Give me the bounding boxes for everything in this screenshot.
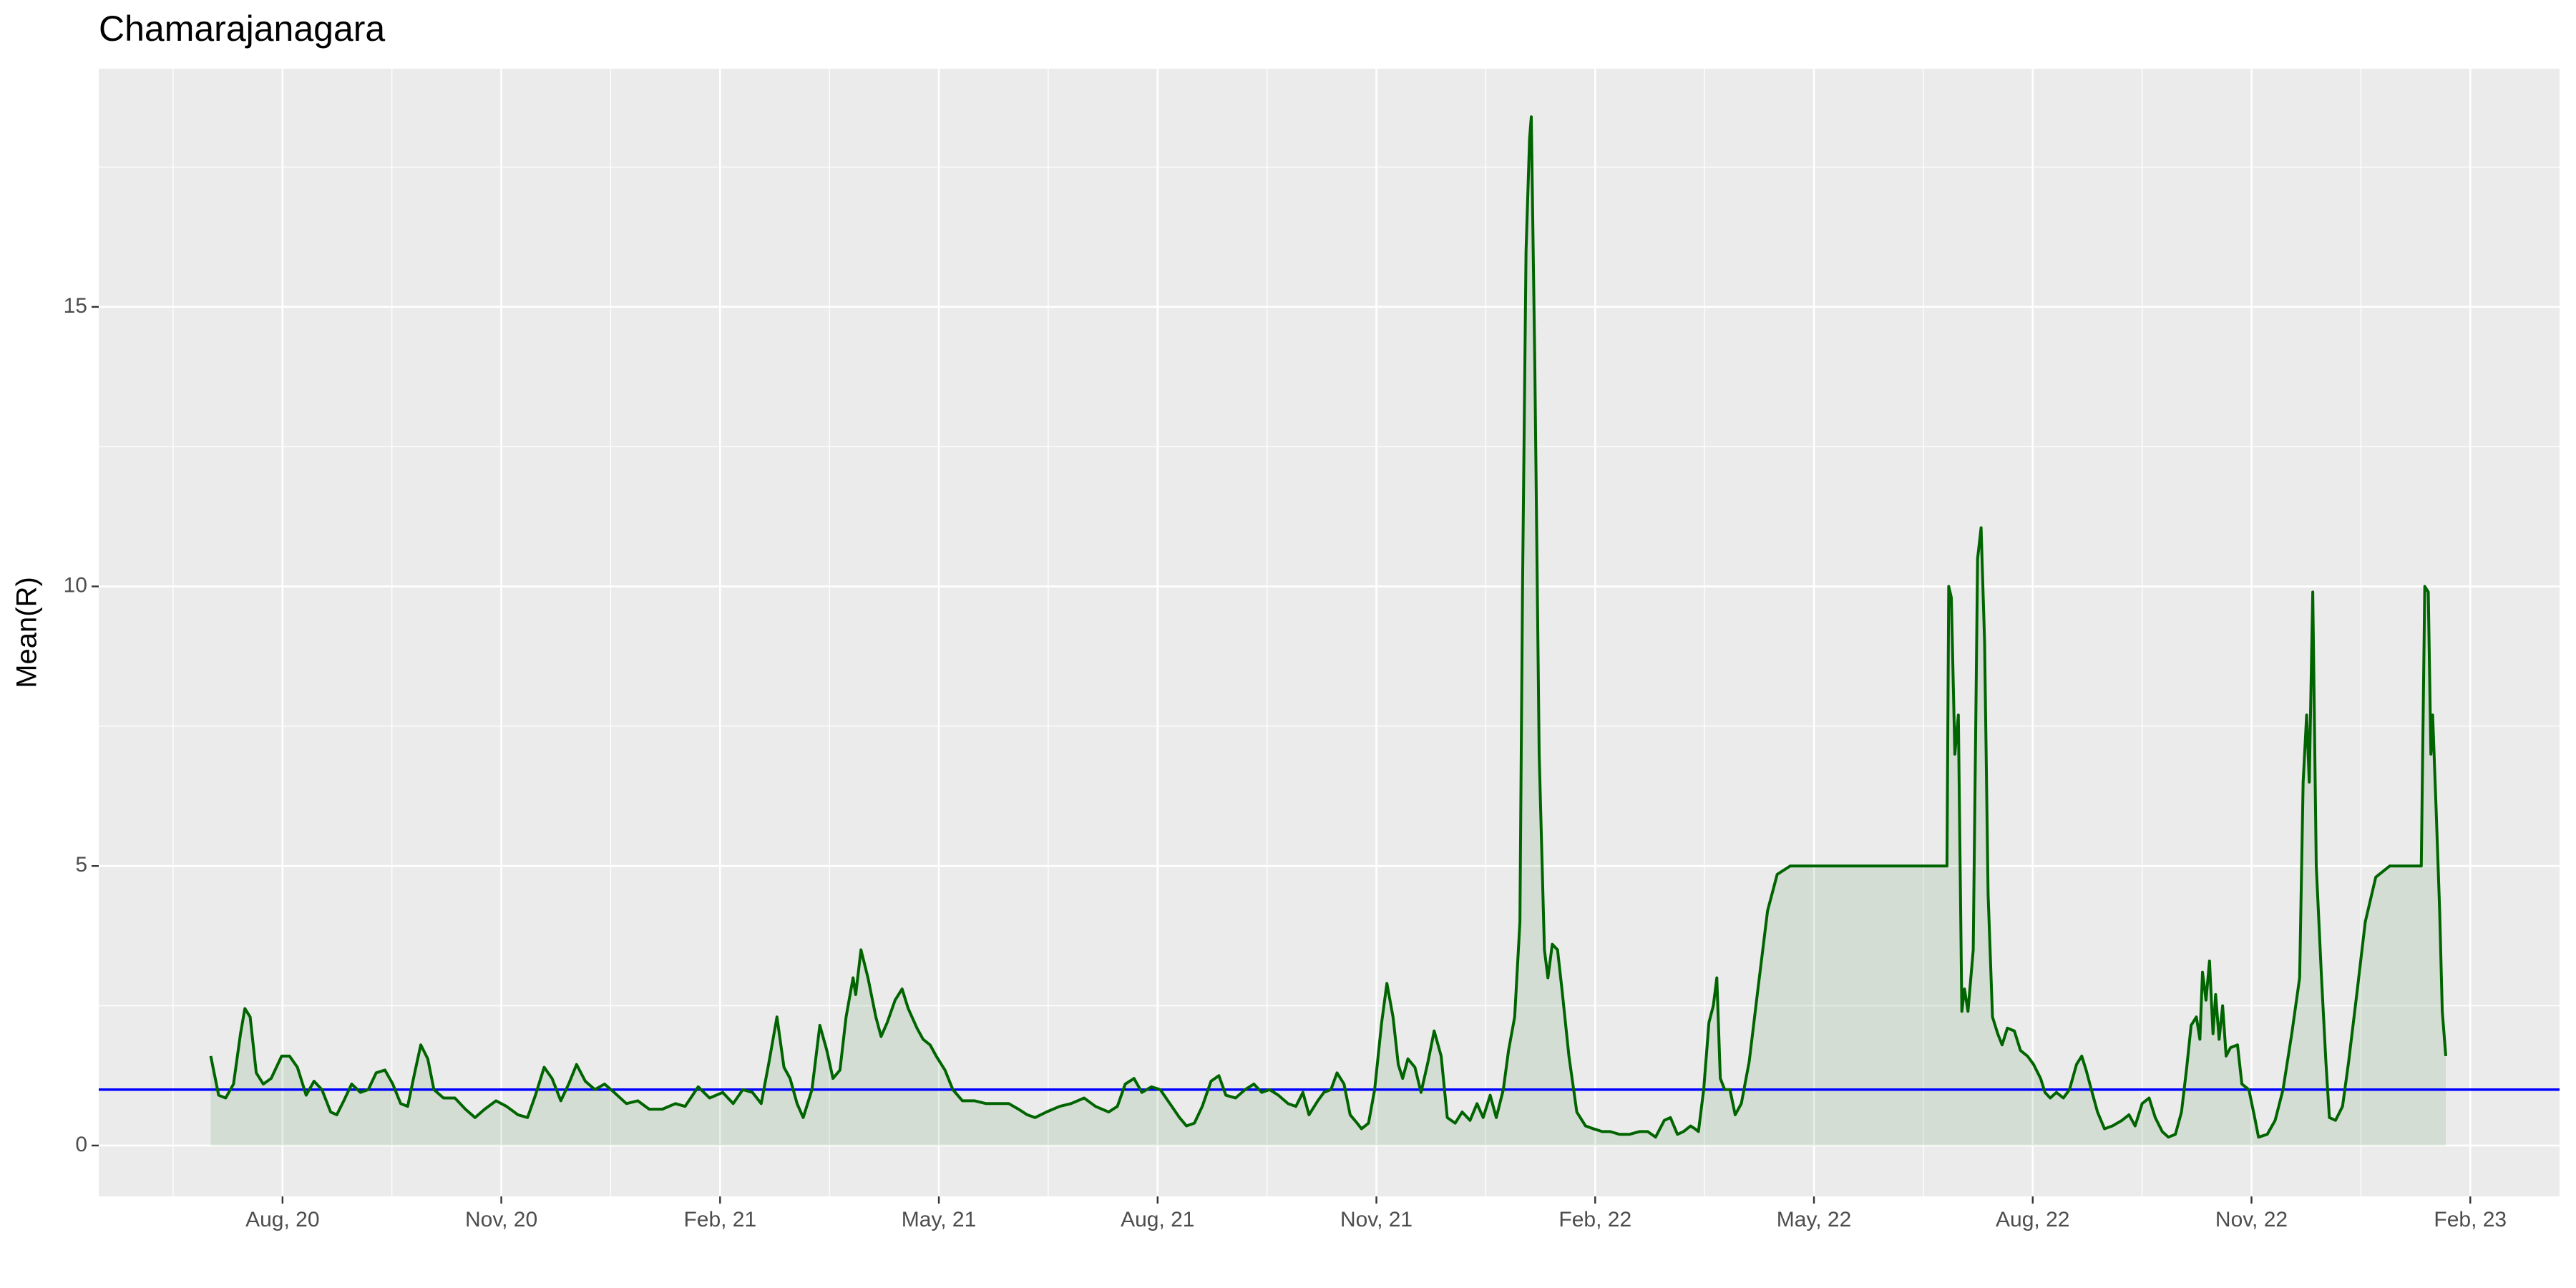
x-tick-label: Aug, 20 xyxy=(245,1208,319,1231)
x-tick-label: May, 21 xyxy=(902,1208,977,1231)
x-tick-label: May, 22 xyxy=(1777,1208,1852,1231)
line xyxy=(209,115,2448,1139)
y-tick-label: 5 xyxy=(75,853,87,877)
x-tick-label: Feb, 22 xyxy=(1558,1208,1631,1231)
x-tick-label: Feb, 23 xyxy=(2434,1208,2507,1231)
y-tick-label: 10 xyxy=(64,573,87,597)
x-tick-label: Feb, 21 xyxy=(683,1208,756,1231)
y-tick-label: 0 xyxy=(75,1133,87,1156)
x-tick-label: Nov, 20 xyxy=(465,1208,537,1231)
plot-panel xyxy=(99,69,2560,1196)
x-tick-label: Nov, 21 xyxy=(1340,1208,1413,1231)
y-axis-title: Mean(R) xyxy=(11,577,43,688)
x-tick-label: Nov, 22 xyxy=(2215,1208,2288,1231)
area xyxy=(210,117,2446,1146)
y-tick-label: 15 xyxy=(64,294,87,318)
x-tick-label: Aug, 21 xyxy=(1121,1208,1194,1231)
x-tick-label: Aug, 22 xyxy=(1996,1208,2069,1231)
chart-title: Chamarajanagara xyxy=(99,9,385,49)
